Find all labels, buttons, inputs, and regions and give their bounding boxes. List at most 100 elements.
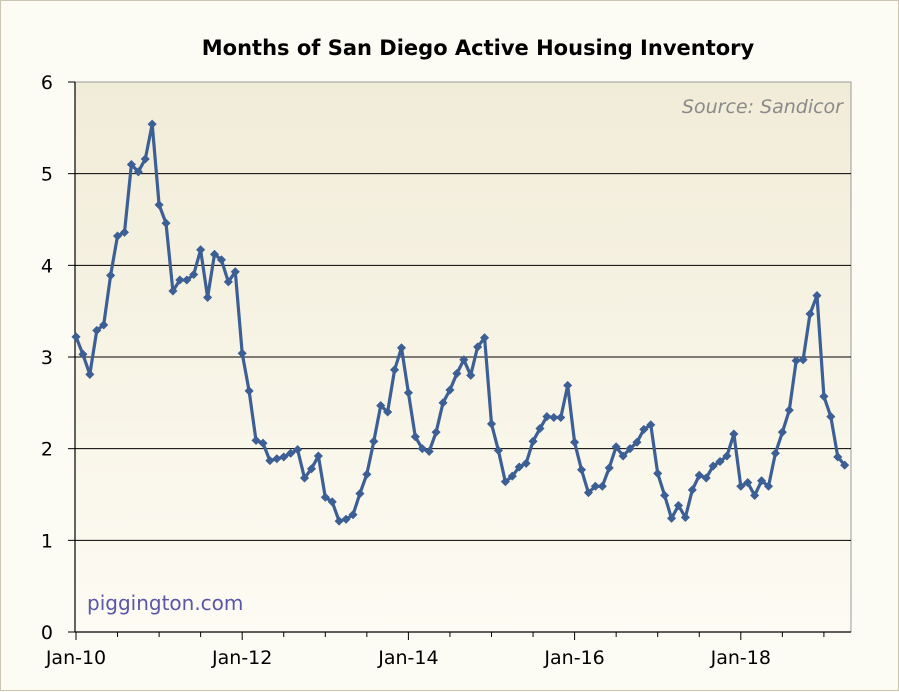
data-point bbox=[168, 286, 178, 296]
data-point bbox=[805, 309, 815, 319]
data-point bbox=[777, 427, 788, 437]
y-tick-label: 0 bbox=[41, 622, 53, 644]
data-point bbox=[133, 167, 143, 177]
x-tick-label: Jan-18 bbox=[710, 647, 771, 669]
data-point bbox=[223, 277, 234, 287]
data-point bbox=[653, 468, 663, 479]
data-point bbox=[92, 325, 102, 336]
data-point bbox=[833, 452, 843, 462]
data-point bbox=[341, 514, 351, 524]
data-point bbox=[784, 405, 794, 415]
data-point bbox=[320, 492, 330, 502]
data-point bbox=[583, 488, 594, 498]
data-point bbox=[687, 485, 697, 495]
data-point bbox=[452, 368, 462, 379]
data-point bbox=[251, 435, 261, 446]
y-tick-label: 2 bbox=[41, 439, 53, 461]
data-point bbox=[590, 481, 601, 491]
data-point bbox=[292, 444, 303, 455]
data-point bbox=[355, 488, 365, 499]
data-point bbox=[729, 429, 739, 439]
watermark-annotation: piggington.com bbox=[87, 591, 243, 615]
data-point bbox=[202, 292, 213, 303]
data-point bbox=[99, 320, 109, 330]
data-point bbox=[542, 411, 552, 422]
data-point bbox=[382, 407, 393, 417]
y-tick-label: 1 bbox=[41, 530, 53, 552]
series-inventory bbox=[71, 119, 850, 526]
data-point bbox=[507, 471, 517, 481]
y-tick-label: 4 bbox=[41, 255, 53, 277]
y-tick-label: 3 bbox=[41, 347, 53, 369]
data-point bbox=[237, 348, 247, 358]
data-point bbox=[479, 333, 490, 343]
x-tick-label: Jan-10 bbox=[45, 647, 106, 669]
data-point bbox=[445, 385, 455, 395]
data-point bbox=[812, 290, 822, 301]
x-tick-label: Jan-12 bbox=[211, 647, 272, 669]
data-point bbox=[708, 461, 718, 471]
data-point bbox=[486, 419, 497, 429]
data-point bbox=[389, 365, 400, 375]
data-point bbox=[840, 460, 850, 470]
data-point bbox=[528, 436, 538, 446]
data-point bbox=[756, 476, 767, 486]
data-point bbox=[646, 420, 656, 430]
data-point bbox=[189, 269, 199, 280]
data-point bbox=[348, 510, 358, 520]
data-point bbox=[549, 412, 559, 423]
x-tick-label: Jan-14 bbox=[377, 647, 438, 669]
data-point bbox=[521, 458, 531, 468]
data-point bbox=[327, 497, 337, 507]
data-point bbox=[493, 445, 504, 456]
data-point bbox=[569, 437, 580, 447]
data-point bbox=[161, 218, 171, 228]
data-point bbox=[722, 451, 732, 461]
data-point bbox=[680, 512, 691, 523]
data-point bbox=[105, 270, 116, 281]
data-point bbox=[556, 412, 566, 423]
data-point bbox=[195, 245, 206, 255]
data-point bbox=[216, 255, 227, 265]
data-point bbox=[715, 456, 725, 467]
gridlines bbox=[75, 173, 851, 541]
data-point bbox=[306, 464, 317, 474]
data-point bbox=[78, 349, 88, 359]
source-annotation: Source: Sandicor bbox=[682, 96, 844, 118]
data-point bbox=[431, 427, 441, 437]
data-point bbox=[563, 380, 573, 391]
data-point bbox=[410, 432, 420, 442]
data-point bbox=[604, 463, 614, 473]
data-point bbox=[639, 424, 649, 435]
data-point bbox=[376, 400, 386, 411]
x-tick-label: Jan-16 bbox=[543, 647, 604, 669]
data-point bbox=[154, 200, 164, 210]
data-point bbox=[244, 386, 254, 396]
data-point bbox=[770, 448, 781, 458]
data-point bbox=[424, 446, 434, 457]
data-point bbox=[459, 355, 469, 365]
data-point bbox=[694, 470, 704, 480]
data-point bbox=[736, 481, 746, 491]
data-point bbox=[632, 437, 642, 447]
data-point bbox=[618, 451, 628, 461]
data-point bbox=[140, 154, 150, 164]
data-point bbox=[535, 423, 545, 434]
data-point bbox=[666, 513, 677, 523]
data-point bbox=[369, 436, 379, 446]
data-point bbox=[798, 355, 808, 365]
data-point bbox=[71, 332, 81, 342]
data-point bbox=[403, 388, 414, 398]
y-tick-label: 5 bbox=[41, 164, 53, 186]
data-point bbox=[514, 462, 524, 472]
series-line bbox=[74, 122, 846, 523]
data-point bbox=[819, 391, 829, 402]
data-point bbox=[749, 490, 760, 501]
data-point bbox=[417, 444, 427, 454]
data-point bbox=[147, 119, 157, 129]
data-point bbox=[438, 398, 448, 408]
data-point bbox=[126, 159, 137, 170]
data-point bbox=[209, 249, 220, 259]
data-point bbox=[85, 369, 95, 380]
y-tick-label: 6 bbox=[41, 72, 53, 94]
